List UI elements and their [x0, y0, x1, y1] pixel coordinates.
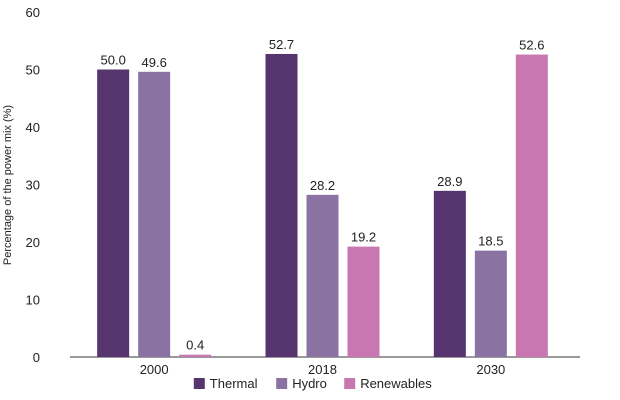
y-tick-label: 30	[26, 178, 40, 193]
legend-swatch-thermal	[193, 378, 205, 389]
bar-renewables-2030	[515, 54, 548, 358]
y-tick-label: 10	[26, 293, 40, 308]
bar-renewables-2018	[347, 246, 380, 357]
data-label: 18.5	[478, 234, 503, 249]
data-label: 52.6	[519, 38, 544, 53]
legend-swatch-renewables	[344, 378, 356, 389]
data-label: 19.2	[351, 230, 376, 245]
data-label: 0.4	[186, 338, 204, 353]
legend-label-hydro: Hydro	[292, 376, 327, 391]
y-tick-label: 50	[26, 63, 40, 78]
legend-label-renewables: Renewables	[360, 376, 432, 391]
y-tick-label: 20	[26, 235, 40, 250]
legend: Thermal Hydro Renewables	[193, 376, 432, 391]
bar-hydro-2018	[306, 194, 339, 357]
data-label: 49.6	[142, 55, 167, 70]
y-axis-ticks: 0 10 20 30 40 50 60	[26, 5, 40, 365]
legend-label-thermal: Thermal	[210, 376, 258, 391]
x-tick-label: 2018	[308, 362, 337, 377]
y-tick-label: 40	[26, 120, 40, 135]
x-axis-ticks: 2000 2018 2030	[140, 362, 506, 377]
data-label: 52.7	[269, 37, 294, 52]
bar-hydro-2000	[138, 71, 171, 358]
data-label: 28.9	[437, 174, 462, 189]
y-tick-label: 60	[26, 5, 40, 20]
data-label: 28.2	[310, 178, 335, 193]
data-label: 50.0	[101, 53, 126, 68]
bar-thermal-2000	[97, 69, 130, 357]
bar-thermal-2018	[265, 53, 298, 357]
bar-thermal-2030	[433, 190, 466, 357]
x-tick-label: 2030	[476, 362, 505, 377]
bar-renewables-2000	[179, 354, 212, 357]
y-axis-title: Percentage of the power mix (%)	[2, 105, 14, 265]
x-tick-label: 2000	[140, 362, 169, 377]
data-labels: 50.0 49.6 0.4 52.7 28.2 19.2 28.9 18.5 52.6	[101, 37, 545, 353]
bar-hydro-2030	[474, 250, 507, 357]
y-tick-label: 0	[33, 350, 40, 365]
bars	[97, 53, 548, 358]
legend-swatch-hydro	[276, 378, 288, 389]
